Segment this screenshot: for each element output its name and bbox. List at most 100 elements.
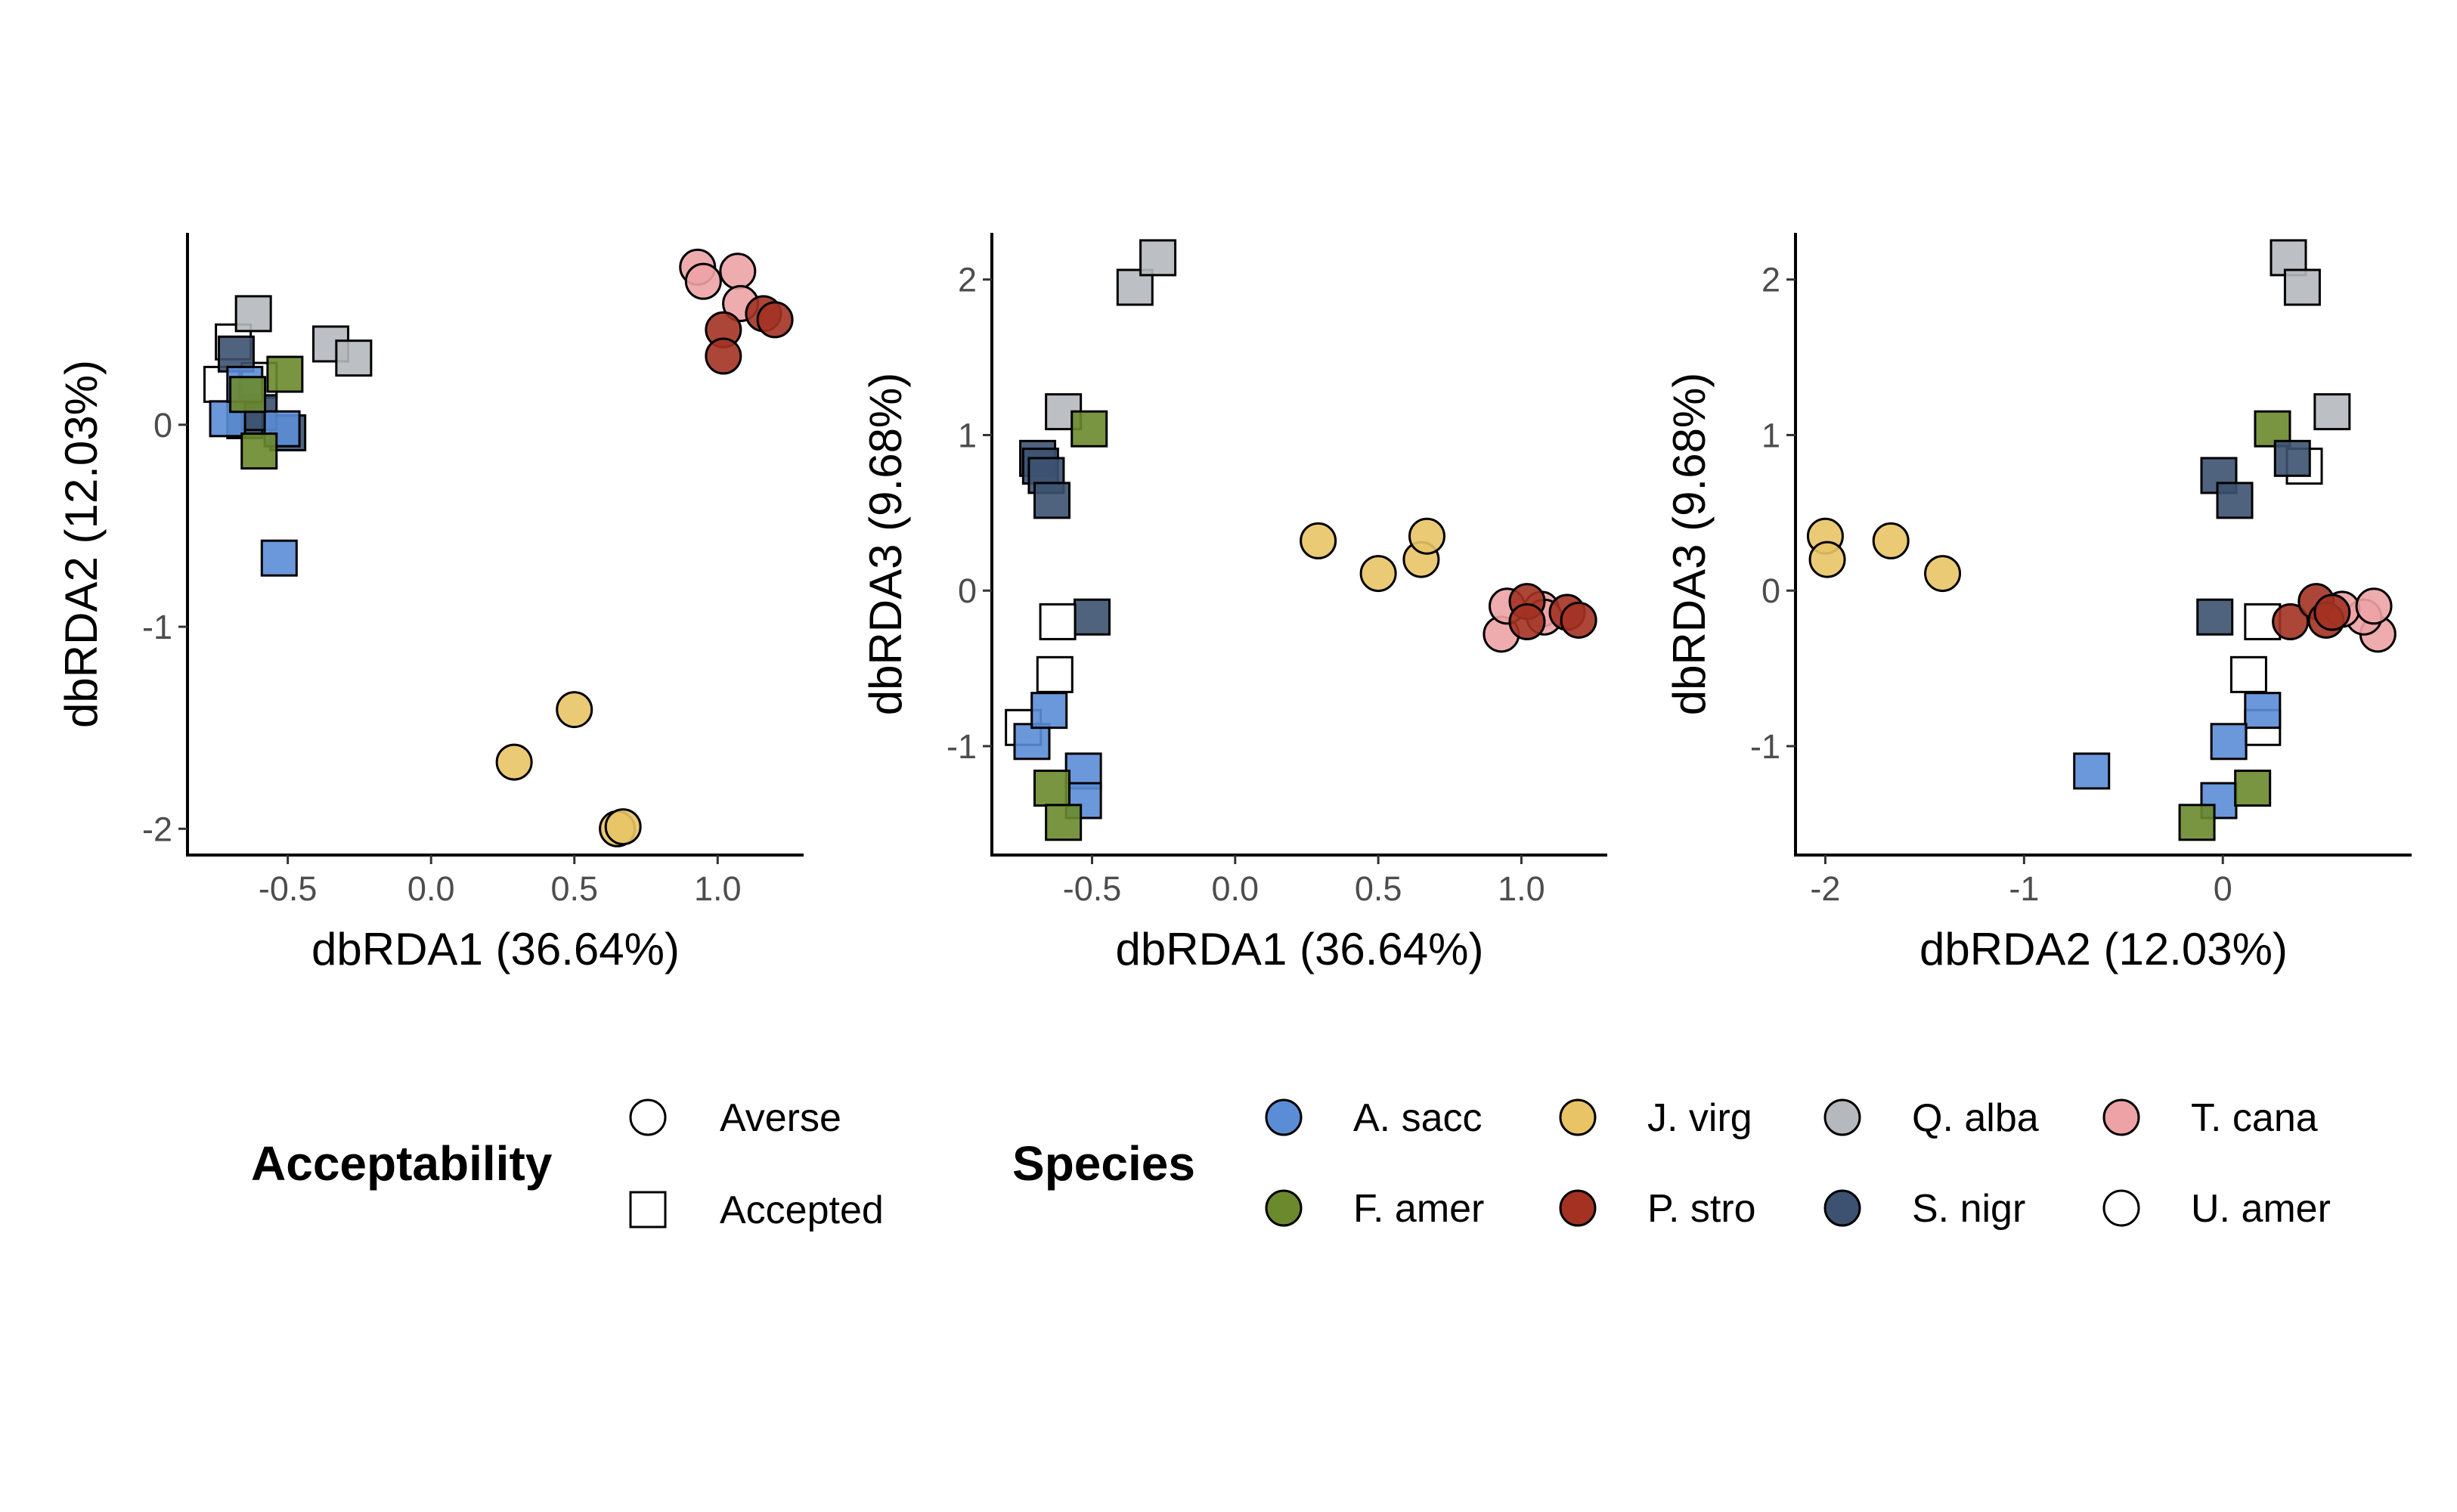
y-tick-label: -1 [142, 608, 172, 646]
data-point-s-nigr-accepted [1074, 598, 1111, 636]
scatter-panel-1: -0.5 0.0 0.5 1.0 -2 -1 0 dbRDA1 (36.64%) dbRDA2 … [56, 233, 804, 974]
data-point-p-stro-averse [705, 337, 742, 375]
x-axis-title: dbRDA1 (36.64%) [311, 924, 680, 974]
data-point-j-virg-averse [1872, 522, 1910, 559]
x-tick-label: -0.5 [1063, 869, 1122, 908]
data-point-a-sacc-accepted [2210, 723, 2248, 761]
legend-label-q-alba: Q. alba [1912, 1096, 2039, 1140]
y-tick-label: 2 [958, 261, 977, 299]
legend-key-q-alba [1823, 1098, 1861, 1136]
legend-key-a-sacc [1265, 1098, 1303, 1136]
data-point-a-sacc-accepted [260, 539, 298, 577]
legend-label-accepted: Accepted [720, 1188, 884, 1232]
legend-title-species: Species [1012, 1136, 1195, 1191]
data-point-j-virg-averse [1359, 555, 1397, 593]
scatter-panels: -0.5 0.0 0.5 1.0 -2 -1 0 dbRDA1 (36.64%) dbRDA2 … [56, 233, 2412, 974]
data-point-j-virg-averse [1924, 555, 1962, 593]
y-tick-label: 0 [958, 572, 977, 610]
data-point-p-stro-averse [756, 301, 794, 339]
y-tick-label: 2 [1761, 261, 1780, 299]
data-point-a-sacc-accepted [1013, 723, 1051, 761]
legend-label-s-nigr: S. nigr [1912, 1187, 2025, 1231]
y-tick-label: -1 [947, 727, 977, 766]
legend-label-averse: Averse [720, 1096, 841, 1140]
data-point-p-stro-averse [1560, 601, 1597, 639]
data-point-j-virg-averse [1300, 522, 1337, 559]
axis-lines [1794, 233, 2412, 857]
species-legend-items: A. sacc J. virg Q. alba T. cana F. amer P. st… [1265, 1096, 2331, 1231]
legend-label-p-stro: P. stro [1647, 1187, 1756, 1231]
data-point-j-virg-averse [1808, 541, 1846, 578]
data-point-t-cana-averse [684, 262, 722, 300]
data-point-f-amer-accepted [1070, 410, 1108, 448]
y-axis-title: dbRDA2 (12.03%) [56, 360, 107, 728]
x-axis-title: dbRDA1 (36.64%) [1116, 924, 1484, 974]
legend-key-accepted-square [629, 1191, 667, 1228]
legend-title-acceptability: Acceptability [251, 1136, 553, 1191]
data-point-f-amer-accepted [229, 376, 267, 414]
data-point-j-virg-averse [556, 691, 593, 729]
legend-key-j-virg [1559, 1098, 1597, 1136]
legend-key-u-amer [2102, 1189, 2140, 1227]
data-point-f-amer-accepted [2178, 804, 2216, 841]
y-axis-title: dbRDA3 (9.68%) [1664, 373, 1715, 716]
data-point-u-amer-accepted [1039, 603, 1077, 640]
data-point-u-amer-accepted [2229, 655, 2267, 693]
legend-key-f-amer [1265, 1189, 1303, 1227]
data-point-q-alba-accepted [2283, 268, 2321, 306]
scatter-panel-3: -2 -1 0 -1 0 1 2 dbRDA2 (12.03%) dbRDA3 (9.68%) [1664, 233, 2412, 974]
x-tick-label: 0 [2214, 869, 2232, 908]
legend-key-s-nigr [1823, 1189, 1861, 1227]
x-tick-label: 0.0 [407, 869, 455, 908]
legend-key-averse-circle [629, 1098, 667, 1136]
data-point-p-stro-averse [1508, 603, 1546, 640]
x-tick-label: 0.5 [1355, 869, 1402, 908]
data-point-f-amer-accepted [2234, 770, 2272, 807]
data-point-s-nigr-accepted [2216, 482, 2254, 519]
scatter-panel-2: -0.5 0.0 0.5 1.0 -1 0 1 2 dbRDA1 (36.64%) dbRDA3 … [860, 233, 1607, 974]
data-point-q-alba-accepted [1139, 239, 1177, 277]
data-point-s-nigr-accepted [2273, 439, 2311, 477]
data-point-q-alba-accepted [335, 339, 373, 377]
data-point-j-virg-averse [1408, 517, 1445, 555]
y-tick-label: -2 [142, 810, 172, 848]
data-point-f-amer-accepted [266, 355, 304, 393]
legend-key-p-stro [1559, 1189, 1597, 1227]
y-tick-label: 0 [1761, 572, 1780, 610]
legend-label-t-cana: T. cana [2191, 1096, 2318, 1140]
legend-label-j-virg: J. virg [1647, 1096, 1752, 1140]
data-point-t-cana-averse [719, 253, 757, 290]
x-tick-label: 0.5 [550, 869, 598, 908]
data-point-u-amer-accepted [1036, 655, 1074, 693]
legend-label-f-amer: F. amer [1353, 1187, 1484, 1231]
data-point-a-sacc-accepted [2244, 692, 2282, 730]
data-point-a-sacc-accepted [2073, 752, 2111, 790]
data-point-f-amer-accepted [240, 432, 278, 470]
legend-label-u-amer: U. amer [2191, 1187, 2331, 1231]
x-axis-title: dbRDA2 (12.03%) [1919, 924, 2288, 974]
x-tick-label: 1.0 [694, 869, 742, 908]
legend-key-t-cana [2102, 1098, 2140, 1136]
data-point-j-virg-averse [495, 743, 533, 781]
y-tick-label: 1 [1761, 416, 1780, 454]
data-point-f-amer-accepted [1033, 770, 1071, 807]
y-tick-label: -1 [1750, 727, 1780, 766]
data-point-q-alba-accepted [234, 295, 272, 333]
x-tick-label: -1 [2009, 869, 2039, 908]
data-point-s-nigr-accepted [2196, 598, 2234, 636]
x-tick-label: -0.5 [259, 869, 318, 908]
data-point-p-stro-averse [2313, 593, 2351, 631]
x-tick-label: 0.0 [1212, 869, 1259, 908]
y-tick-label: 0 [153, 406, 172, 445]
x-tick-label: -2 [1810, 869, 1840, 908]
data-point-f-amer-accepted [1045, 804, 1083, 841]
data-point-j-virg-averse [604, 808, 642, 846]
y-axis-title: dbRDA3 (9.68%) [860, 373, 911, 716]
axis-lines [990, 233, 1607, 857]
data-point-q-alba-accepted [2313, 393, 2351, 431]
x-tick-label: 1.0 [1498, 869, 1545, 908]
legend-label-a-sacc: A. sacc [1353, 1096, 1483, 1140]
legend: Acceptability Averse Accepted Species A.… [251, 1096, 2331, 1232]
axis-lines [186, 233, 804, 857]
